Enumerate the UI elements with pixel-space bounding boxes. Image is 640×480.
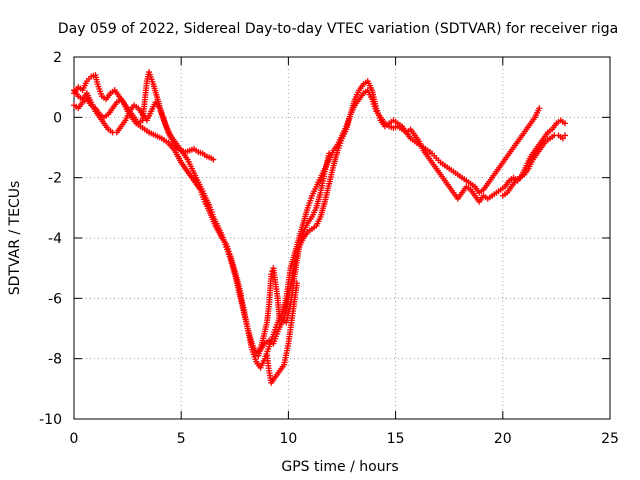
data-points: [71, 69, 568, 386]
data-point: [561, 132, 568, 139]
data-point: [326, 150, 333, 157]
x-tick-label: 5: [177, 431, 186, 447]
x-tick-label: 0: [70, 431, 79, 447]
x-tick-label: 25: [601, 431, 619, 447]
axis-ticks: [73, 56, 611, 420]
chart-title: Day 059 of 2022, Sidereal Day-to-day VTE…: [58, 21, 618, 37]
y-tick-label: -6: [48, 291, 62, 307]
data-point: [276, 319, 283, 326]
y-tick-label: -2: [48, 171, 62, 187]
x-tick-label: 10: [279, 431, 297, 447]
y-tick-label: -8: [48, 352, 62, 368]
data-point: [561, 120, 568, 127]
x-tick-label: 15: [387, 431, 405, 447]
y-tick-label: 0: [53, 110, 62, 126]
y-axis-label: SDTVAR / TECUs: [7, 181, 23, 296]
data-point: [293, 280, 300, 287]
data-point: [536, 105, 543, 112]
data-point: [559, 135, 566, 142]
x-axis-label: GPS time / hours: [281, 459, 398, 475]
y-tick-label: 2: [53, 50, 62, 66]
grid-lines: [74, 57, 610, 419]
data-point: [210, 156, 217, 163]
y-tick-label: -4: [48, 231, 62, 247]
y-tick-labels: -10 -8 -6 -4 -2 0 2: [39, 50, 62, 428]
y-tick-label: -10: [39, 412, 62, 428]
x-tick-label: 20: [494, 431, 512, 447]
x-tick-labels: 0 5 10 15 20 25: [70, 431, 619, 447]
